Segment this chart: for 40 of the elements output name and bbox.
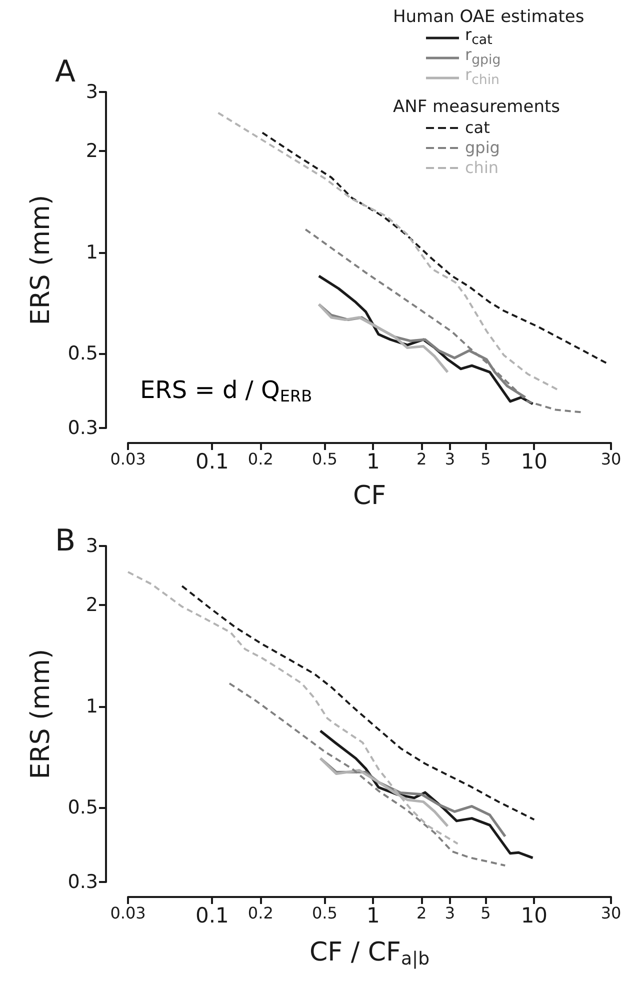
- x-tick-label: 0.03: [110, 904, 146, 922]
- x-tick-label: 0.5: [312, 904, 338, 922]
- text: Human OAE estimates: [393, 7, 584, 27]
- x-tick-label: 30: [600, 904, 622, 922]
- x-tick-label: 3: [444, 450, 456, 468]
- chart-title: A: [55, 54, 76, 90]
- y-tick-label: 0.5: [68, 342, 98, 364]
- x-tick-label: 0.03: [110, 450, 146, 468]
- legend-label: gpig: [465, 138, 500, 157]
- x-tick-label: 1: [366, 450, 380, 474]
- y-tick-label: 1: [86, 241, 98, 264]
- y-axis-title: ERS (mm): [26, 194, 56, 326]
- x-tick-label: 2: [416, 450, 427, 468]
- legend-label: cat: [465, 118, 490, 137]
- y-tick-label: 3: [86, 81, 98, 103]
- chart-title: B: [55, 524, 76, 558]
- y-tick-label: 3: [86, 535, 98, 557]
- x-tick-label: 0.2: [248, 904, 274, 922]
- x-tick-label: 1: [366, 904, 380, 928]
- y-tick-label: 0.3: [68, 417, 98, 439]
- y-tick-label: 2: [86, 140, 98, 162]
- y-tick-label: 0.3: [68, 871, 98, 893]
- x-tick-label: 2: [416, 904, 427, 922]
- x-tick-label: 0.1: [195, 904, 229, 928]
- y-tick-label: 0.5: [68, 796, 98, 818]
- y-axis-title: ERS (mm): [26, 648, 56, 780]
- x-tick-label: 10: [520, 904, 548, 928]
- x-tick-label: 5: [480, 904, 491, 922]
- legend-label: chin: [465, 158, 499, 177]
- x-tick-label: 0.2: [248, 450, 274, 468]
- text: ANF measurements: [393, 97, 560, 117]
- x-tick-label: 0.1: [195, 450, 229, 474]
- x-axis-title: CF: [352, 481, 386, 511]
- x-tick-label: 30: [600, 450, 622, 468]
- x-tick-label: 3: [444, 904, 456, 922]
- y-tick-label: 1: [86, 695, 98, 718]
- x-tick-label: 10: [520, 450, 548, 474]
- x-tick-label: 0.5: [312, 450, 338, 468]
- y-tick-label: 2: [86, 594, 98, 616]
- x-tick-label: 5: [480, 450, 491, 468]
